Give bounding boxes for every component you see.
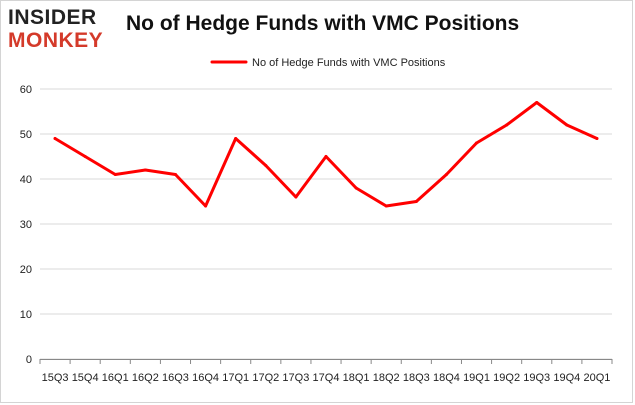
y-tick-label: 50 [20, 129, 32, 141]
series-line [53, 101, 599, 208]
x-tick-label: 18Q2 [373, 372, 400, 384]
x-tick-label: 18Q4 [433, 372, 460, 384]
x-tick-label: 16Q3 [162, 372, 189, 384]
data-point [384, 204, 388, 208]
data-point [234, 137, 238, 140]
x-tick-label: 19Q1 [463, 372, 490, 384]
data-point [113, 173, 117, 176]
data-point [324, 155, 328, 158]
x-tick-label: 20Q1 [583, 372, 610, 384]
x-tick-label: 17Q4 [313, 372, 340, 384]
y-tick-label: 60 [20, 84, 32, 96]
data-point [565, 123, 569, 127]
data-point [535, 101, 539, 104]
data-point [173, 173, 177, 176]
chart-title: No of Hedge Funds with VMC Positions [126, 12, 520, 35]
x-tick-label: 19Q3 [523, 372, 550, 384]
data-point [83, 155, 87, 158]
x-tick-label: 19Q4 [553, 372, 580, 384]
y-tick-label: 40 [20, 174, 32, 186]
x-tick-label: 15Q3 [42, 372, 69, 384]
data-point [444, 173, 448, 176]
x-tick-label: 19Q2 [493, 372, 520, 384]
data-point [354, 186, 358, 190]
data-point [204, 204, 208, 208]
logo-line-1: INSIDER [8, 6, 97, 29]
x-tick-label: 17Q2 [252, 372, 279, 384]
data-point [53, 137, 57, 140]
y-tick-label: 10 [20, 309, 32, 321]
legend-label: No of Hedge Funds with VMC Positions [252, 57, 446, 69]
x-tick-label: 17Q3 [282, 372, 309, 384]
data-point [595, 137, 599, 140]
x-tick-label: 16Q1 [102, 372, 129, 384]
x-tick-label: 17Q1 [222, 372, 249, 384]
x-tick-label: 18Q1 [343, 372, 370, 384]
x-tick-label: 16Q4 [192, 372, 219, 384]
logo-line-2: MONKEY [8, 29, 104, 52]
insider-monkey-logo: INSIDER MONKEY [8, 6, 120, 52]
data-point [475, 141, 479, 145]
y-tick-label: 30 [20, 219, 32, 231]
data-point [505, 123, 509, 127]
data-point [414, 200, 418, 203]
y-tick-label: 0 [26, 354, 32, 366]
x-tick-label: 16Q2 [132, 372, 159, 384]
data-point [294, 195, 298, 199]
y-tick-label: 20 [20, 264, 32, 276]
data-point [143, 168, 147, 172]
x-tick-label: 15Q4 [72, 372, 99, 384]
x-tick-label: 18Q3 [403, 372, 430, 384]
data-point [264, 164, 268, 167]
